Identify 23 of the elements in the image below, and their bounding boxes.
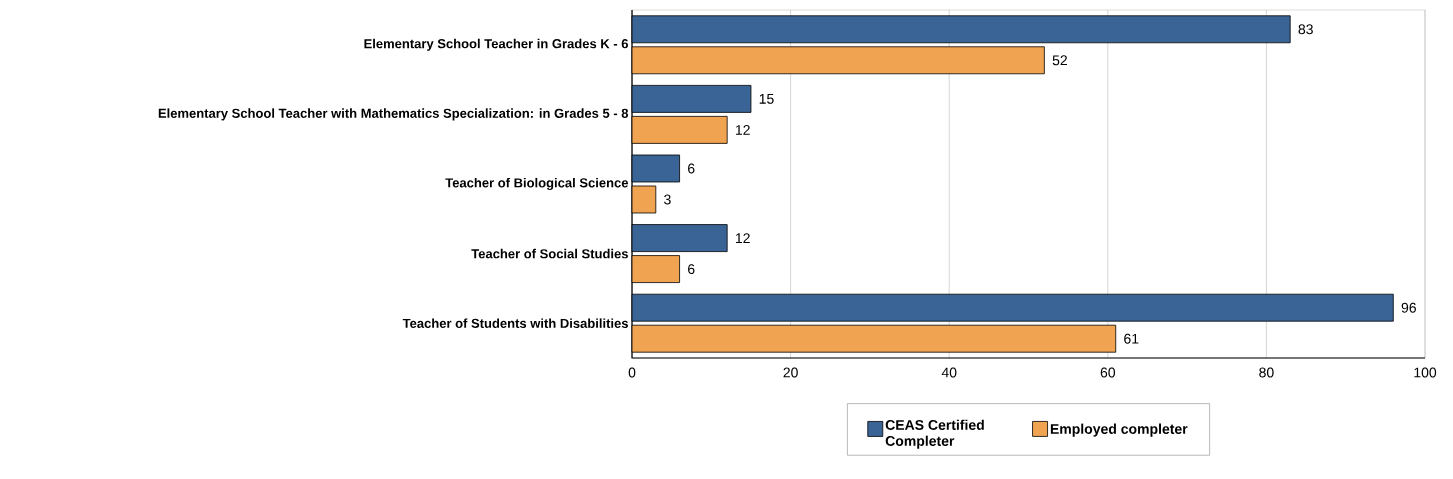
x-tick-label: 40	[941, 367, 957, 378]
data-label: 6	[688, 264, 695, 275]
y-tick-label: Teacher of Social Studies	[471, 248, 628, 259]
data-label: 83	[1298, 24, 1313, 35]
x-tick-label: 0	[628, 367, 636, 378]
data-label: 61	[1124, 333, 1139, 344]
data-label: 96	[1401, 302, 1416, 313]
data-label: 12	[735, 125, 750, 135]
y-tick-label: Teacher of Biological Science	[445, 177, 629, 191]
x-tick-label: 60	[1100, 367, 1116, 378]
x-tick-label: 100	[1414, 367, 1437, 378]
legend-label: Employed completer	[1050, 423, 1188, 437]
data-label: 52	[1052, 55, 1067, 66]
y-tick-label: Teacher of Students with Disabilities	[402, 318, 628, 328]
y-tick-label: Elementary School Teacher in Grades K - 6	[364, 38, 629, 51]
x-tick-label: 20	[783, 367, 798, 378]
y-tick-label: Elementary School Teacher with Mathematics Specialization: in Grades 5 - 8	[158, 108, 629, 121]
x-tick-label: 80	[1259, 367, 1274, 378]
data-label: 3	[664, 194, 671, 205]
legend-label: CEAS Certified Completer	[885, 419, 984, 449]
data-label: 15	[759, 94, 774, 104]
data-label: 12	[735, 233, 750, 243]
data-label: 6	[688, 163, 695, 174]
